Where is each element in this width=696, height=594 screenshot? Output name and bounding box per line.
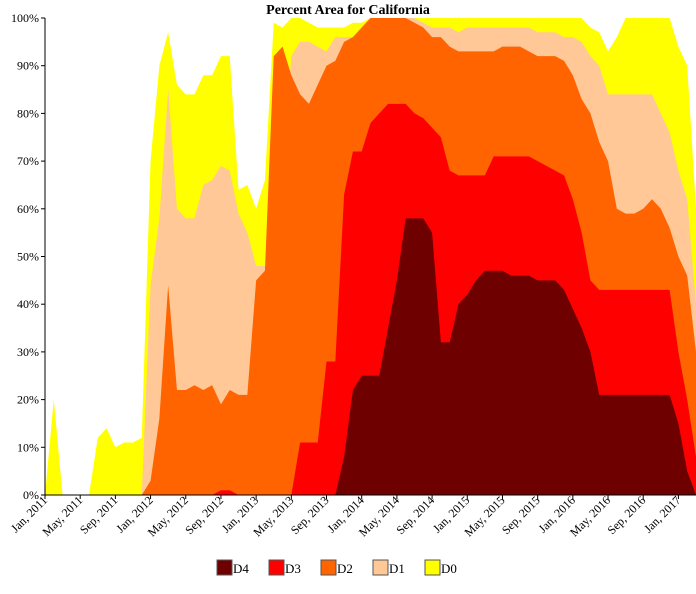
legend-label-d4: D4 — [233, 561, 249, 576]
area-d4 — [45, 218, 696, 495]
legend-label-d2: D2 — [337, 561, 353, 576]
legend: D4 D3 D2 D1 D0 — [216, 559, 457, 576]
area-series-group — [45, 18, 696, 496]
y-tick-label: 90% — [17, 59, 39, 73]
legend-label-d1: D1 — [389, 561, 405, 576]
y-tick-label: 0% — [23, 488, 39, 502]
legend-swatch-d2 — [320, 559, 337, 576]
y-tick-label: 30% — [17, 345, 39, 359]
legend-swatch-d4 — [216, 559, 233, 576]
y-tick-label: 70% — [17, 154, 39, 168]
legend-swatch-d3 — [268, 559, 285, 576]
legend-swatch-d0 — [424, 559, 441, 576]
legend-label-d3: D3 — [285, 561, 301, 576]
y-tick-label: 20% — [17, 393, 39, 407]
legend-label-d0: D0 — [441, 561, 457, 576]
y-tick-label: 10% — [17, 440, 39, 454]
y-tick-group: 0% 10% 20% 30% 40% 50% 60% 70% 80% 90% 100% — [11, 11, 45, 502]
legend-swatch-d1 — [372, 559, 389, 576]
y-tick-label: 100% — [11, 11, 39, 25]
y-tick-label: 50% — [17, 250, 39, 264]
y-tick-label: 80% — [17, 106, 39, 120]
chart-title: Percent Area for California — [266, 3, 430, 18]
y-tick-label: 60% — [17, 202, 39, 216]
y-tick-label: 40% — [17, 297, 39, 311]
